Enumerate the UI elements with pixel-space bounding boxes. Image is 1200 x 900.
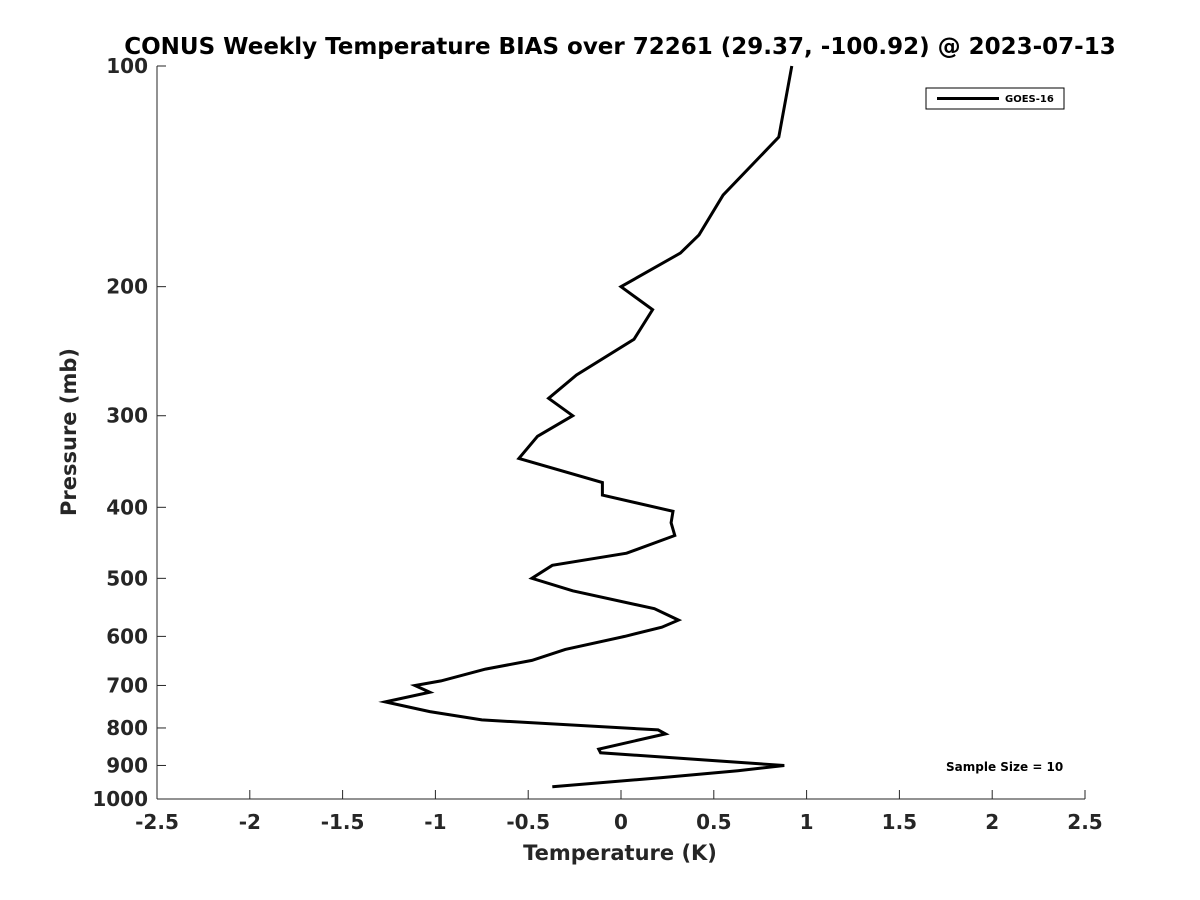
chart-title: CONUS Weekly Temperature BIAS over 72261…	[124, 34, 1115, 60]
y-tick-label: 300	[106, 404, 148, 428]
x-tick-label: -1	[424, 810, 446, 834]
x-tick-label: 1	[800, 810, 814, 834]
x-tick-label: -0.5	[506, 810, 550, 834]
y-axis-label: Pressure (mb)	[57, 348, 81, 516]
y-tick-label: 1000	[92, 787, 148, 811]
sample-size-annotation: Sample Size = 10	[946, 760, 1063, 774]
series-line-goes-16	[378, 65, 794, 789]
y-tick-label: 800	[106, 716, 148, 740]
x-tick-label: 1.5	[882, 810, 917, 834]
y-tick-label: 400	[106, 495, 148, 519]
series-layer	[378, 65, 794, 789]
y-tick-label: 500	[106, 566, 148, 590]
legend-entry-goes-16: GOES-16	[1005, 94, 1054, 105]
y-tick-label: 100	[106, 54, 148, 78]
plot-frame	[156, 66, 1085, 800]
y-axis: 100 200 300 400 500 600 700 800 900 1000	[92, 54, 166, 811]
x-tick-label: -1.5	[321, 810, 365, 834]
x-axis: -2.5 -2 -1.5 -1 -0.5 0 0.5 1 1.5 2 2.5	[135, 790, 1103, 834]
y-tick-label: 600	[106, 624, 148, 648]
x-tick-label: 0.5	[696, 810, 731, 834]
y-tick-label: 200	[106, 275, 148, 299]
x-tick-label: -2.5	[135, 810, 179, 834]
x-tick-label: -2	[239, 810, 261, 834]
x-tick-label: 0	[614, 810, 628, 834]
legend: GOES-16	[925, 87, 1065, 110]
y-tick-label: 900	[106, 753, 148, 777]
x-tick-label: 2.5	[1067, 810, 1102, 834]
y-tick-label: 700	[106, 673, 148, 697]
x-tick-label: 2	[985, 810, 999, 834]
x-axis-label: Temperature (K)	[523, 841, 717, 865]
